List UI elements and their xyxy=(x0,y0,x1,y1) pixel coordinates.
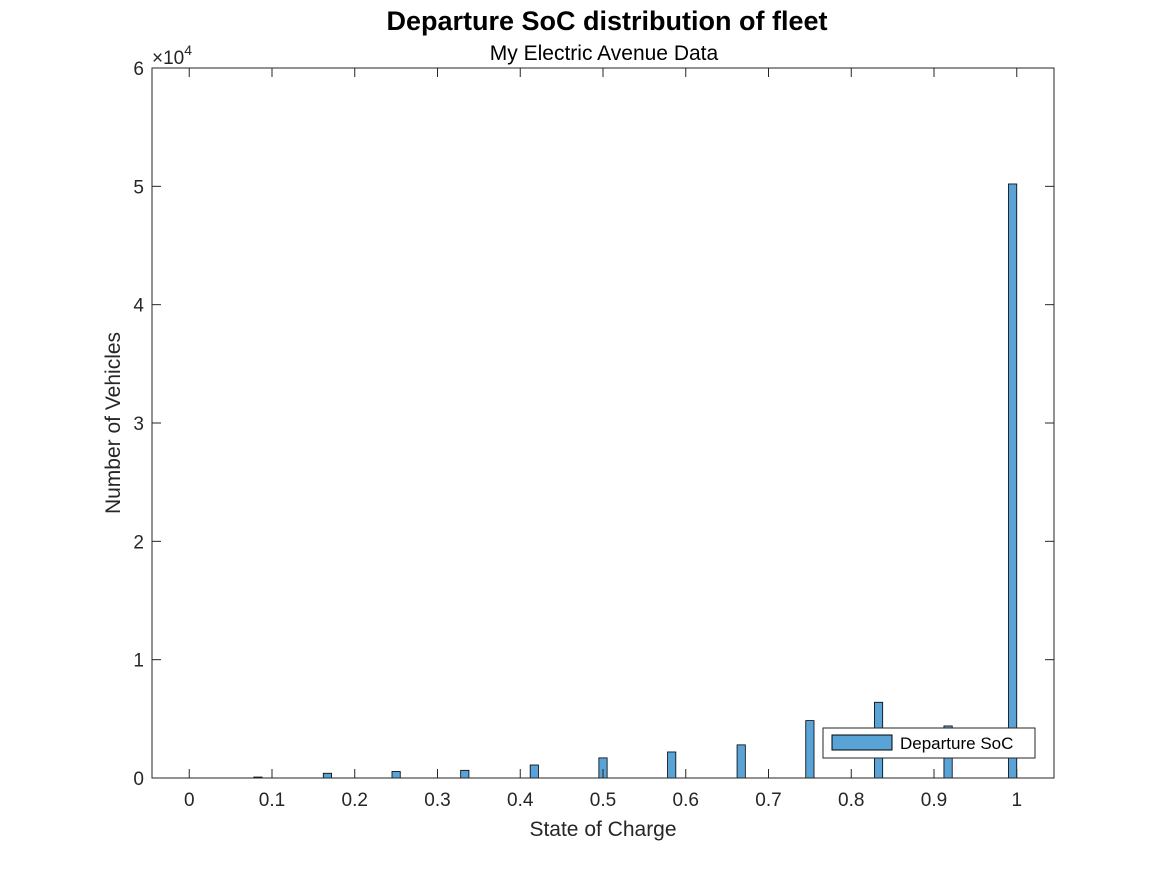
x-tick-label: 1 xyxy=(1011,790,1022,811)
x-tick-label: 0.5 xyxy=(590,790,616,811)
chart-subtitle: My Electric Avenue Data xyxy=(490,42,719,65)
bar xyxy=(805,720,815,779)
chart-title: Departure SoC distribution of fleet xyxy=(386,6,827,36)
bar xyxy=(391,771,401,779)
legend-label: Departure SoC xyxy=(900,734,1013,753)
x-tick-label: 0 xyxy=(184,790,195,811)
x-tick-label: 0.1 xyxy=(259,790,285,811)
x-tick-label: 0.7 xyxy=(755,790,781,811)
x-tick-label: 0.6 xyxy=(673,790,699,811)
y-tick-label: 3 xyxy=(133,414,144,435)
y-tick-label: 5 xyxy=(133,177,144,198)
y-axis-label: Number of Vehicles xyxy=(102,332,125,514)
y-exponent-base: ×10 xyxy=(152,48,184,69)
y-tick-label: 1 xyxy=(133,651,144,672)
bar xyxy=(322,772,332,779)
x-tick-label: 0.2 xyxy=(342,790,368,811)
x-axis-label: State of Charge xyxy=(529,818,676,841)
bar xyxy=(1008,183,1018,779)
y-exponent-power: 4 xyxy=(184,42,192,58)
x-tick-label: 0.4 xyxy=(507,790,534,811)
x-tick-label: 0.9 xyxy=(921,790,947,811)
legend-swatch xyxy=(831,734,893,751)
y-axis-ticks: 0 1 2 3 4 5 6 xyxy=(133,59,1054,790)
y-exponent: ×104 xyxy=(152,42,192,69)
y-tick-label: 2 xyxy=(133,532,144,553)
y-tick-label: 0 xyxy=(133,769,144,790)
bar xyxy=(667,751,677,779)
bar xyxy=(736,744,746,779)
y-tick-label: 6 xyxy=(133,59,144,80)
y-tick-label: 4 xyxy=(133,296,144,317)
legend: Departure SoC xyxy=(822,727,1036,759)
bars xyxy=(253,183,1018,779)
bar xyxy=(460,769,470,779)
plot-area xyxy=(152,68,1054,778)
x-axis-ticks: 0 0.1 0.2 0.3 0.4 0.5 0.6 0.7 0.8 0.9 1 xyxy=(184,68,1022,811)
x-tick-label: 0.3 xyxy=(424,790,450,811)
bar xyxy=(529,764,539,779)
x-tick-label: 0.8 xyxy=(838,790,864,811)
